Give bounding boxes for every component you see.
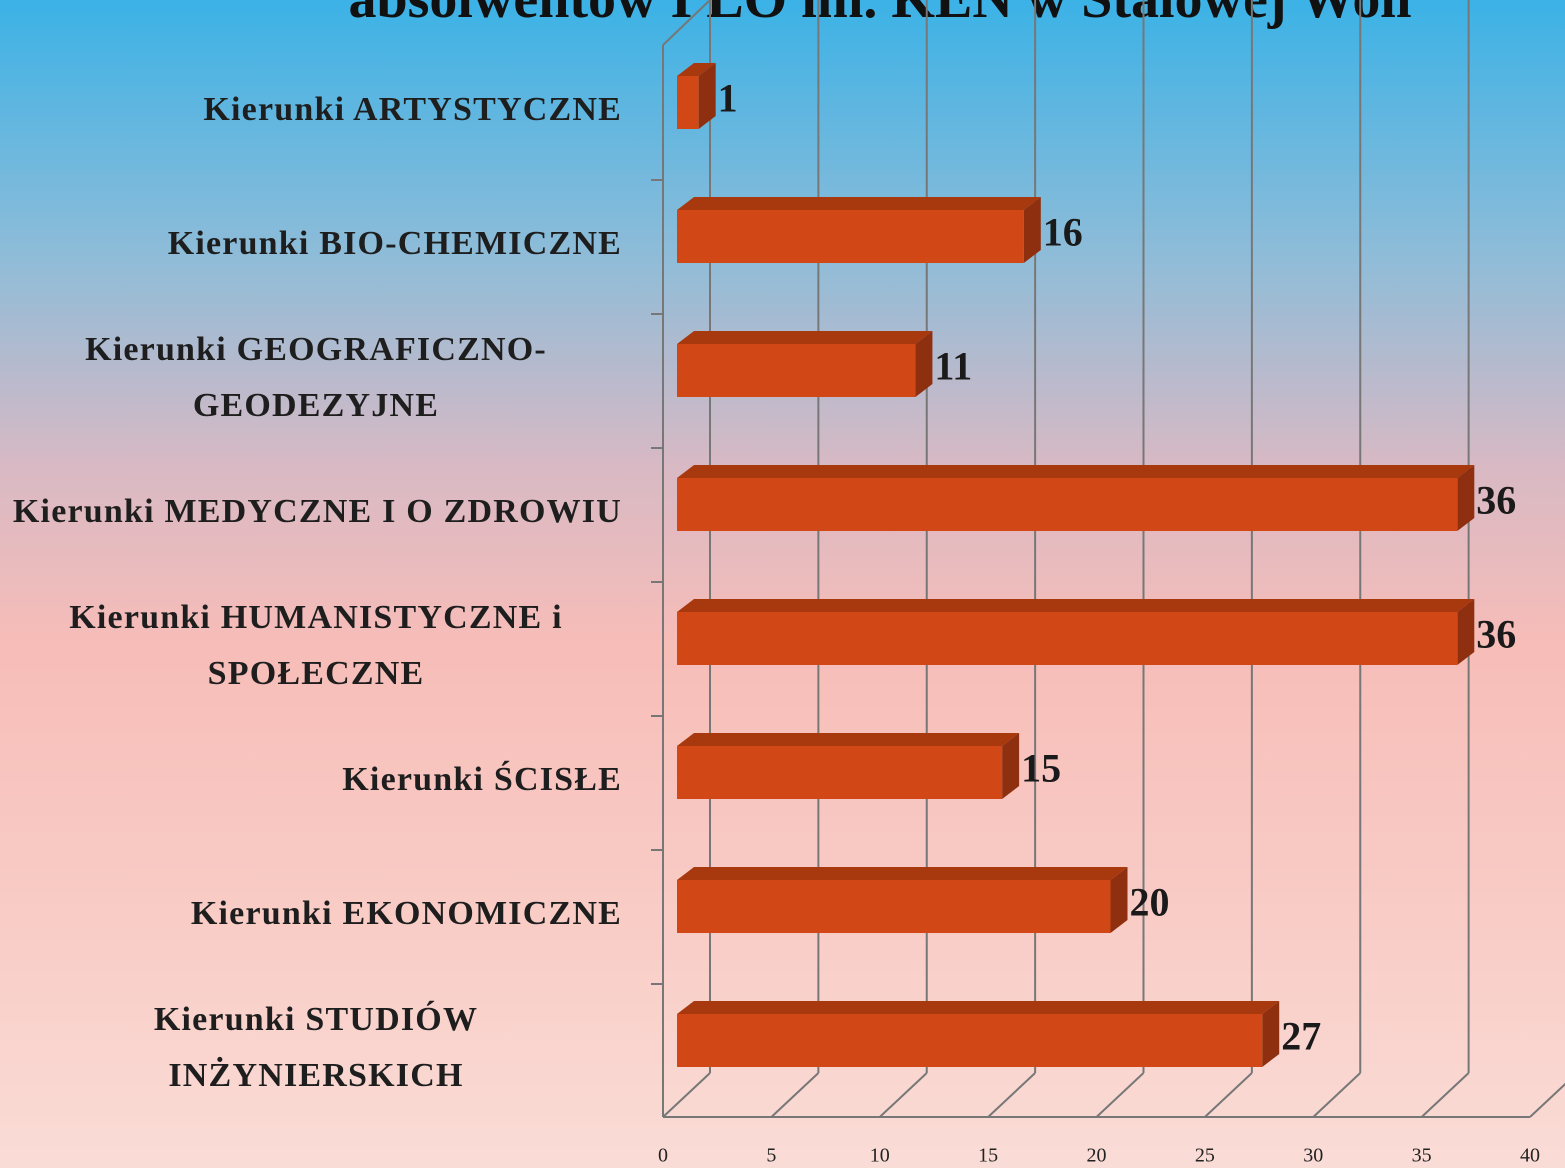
floor-line [1095,1072,1145,1118]
bar-side [1262,1001,1280,1067]
bar-side [1457,465,1475,531]
bar-top [677,465,1475,478]
category-text: Kierunki GEOGRAFICZNO-GEODEZYJNE [85,331,547,424]
bar [677,478,1458,531]
floor-line [1312,1072,1361,1118]
bar-side [915,331,933,397]
bar-top [677,867,1128,880]
bar-top [677,599,1475,612]
category-label: Kierunki EKONOMICZNE [10,886,622,942]
x-tick-label: 30 [1303,1145,1323,1167]
floor-line [662,1072,711,1118]
value-label: 36 [1476,612,1516,657]
x-tick-label: 35 [1412,1145,1432,1167]
bar-top [677,331,933,344]
value-label: 1 [718,76,738,121]
bar-top [677,197,1041,210]
bar [677,1014,1263,1067]
x-tick-label: 10 [870,1145,890,1167]
bar-top [677,733,1020,746]
floor-line [1420,1072,1470,1118]
floor-line [1204,1072,1253,1118]
bar-side [1023,197,1041,263]
floor-line [879,1072,928,1118]
wall-edge [662,0,711,46]
bar [677,746,1003,799]
x-tick-label: 15 [978,1145,998,1167]
walls [651,0,1530,1118]
x-tick-label: 0 [658,1145,668,1167]
category-label: Kierunki ŚCISŁE [10,752,622,808]
floor-line [1529,1082,1565,1118]
bar [677,880,1111,933]
category-label: Kierunki HUMANISTYCZNE i SPOŁECZNE [10,590,622,702]
bar-top [677,63,716,76]
bar-side [1002,733,1020,799]
bar [677,210,1024,263]
category-text: Kierunki BIO-CHEMICZNE [167,225,622,262]
value-label: 20 [1130,880,1170,925]
value-label: 15 [1021,746,1061,791]
category-label: Kierunki BIO-CHEMICZNE [10,216,622,272]
floor-line [770,1072,820,1118]
category-text: Kierunki HUMANISTYCZNE i SPOŁECZNE [69,599,563,692]
bar [677,612,1458,665]
bar-top [677,1001,1280,1014]
x-tick-label: 40 [1520,1145,1540,1167]
floor-line [987,1072,1036,1118]
category-text: Kierunki STUDIÓW INŻYNIERSKICH [153,1001,479,1094]
value-label: 27 [1281,1014,1321,1059]
bar-side [1457,599,1475,665]
bar [677,344,916,397]
chart-title: absolwentów I LO im. KEN w Stalowej Woli [348,0,1411,30]
category-label: Kierunki ARTYSTYCZNE [10,82,622,138]
category-label: Kierunki MEDYCZNE I O ZDROWIU [10,484,622,540]
value-label: 36 [1476,478,1516,523]
value-label: 16 [1043,210,1083,255]
category-label: Kierunki GEOGRAFICZNO-GEODEZYJNE [10,322,622,434]
x-tick-label: 25 [1195,1145,1215,1167]
category-label: Kierunki STUDIÓW INŻYNIERSKICH [10,992,622,1104]
value-label: 11 [934,344,972,389]
bar-side [1110,867,1128,933]
category-text: Kierunki EKONOMICZNE [190,895,622,932]
x-tick-label: 20 [1087,1145,1107,1167]
bar-side [698,63,716,129]
category-text: Kierunki ŚCISŁE [342,761,622,798]
bar [677,76,699,129]
category-text: Kierunki ARTYSTYCZNE [203,91,622,128]
category-text: Kierunki MEDYCZNE I O ZDROWIU [12,493,622,530]
x-tick-label: 5 [766,1145,776,1167]
